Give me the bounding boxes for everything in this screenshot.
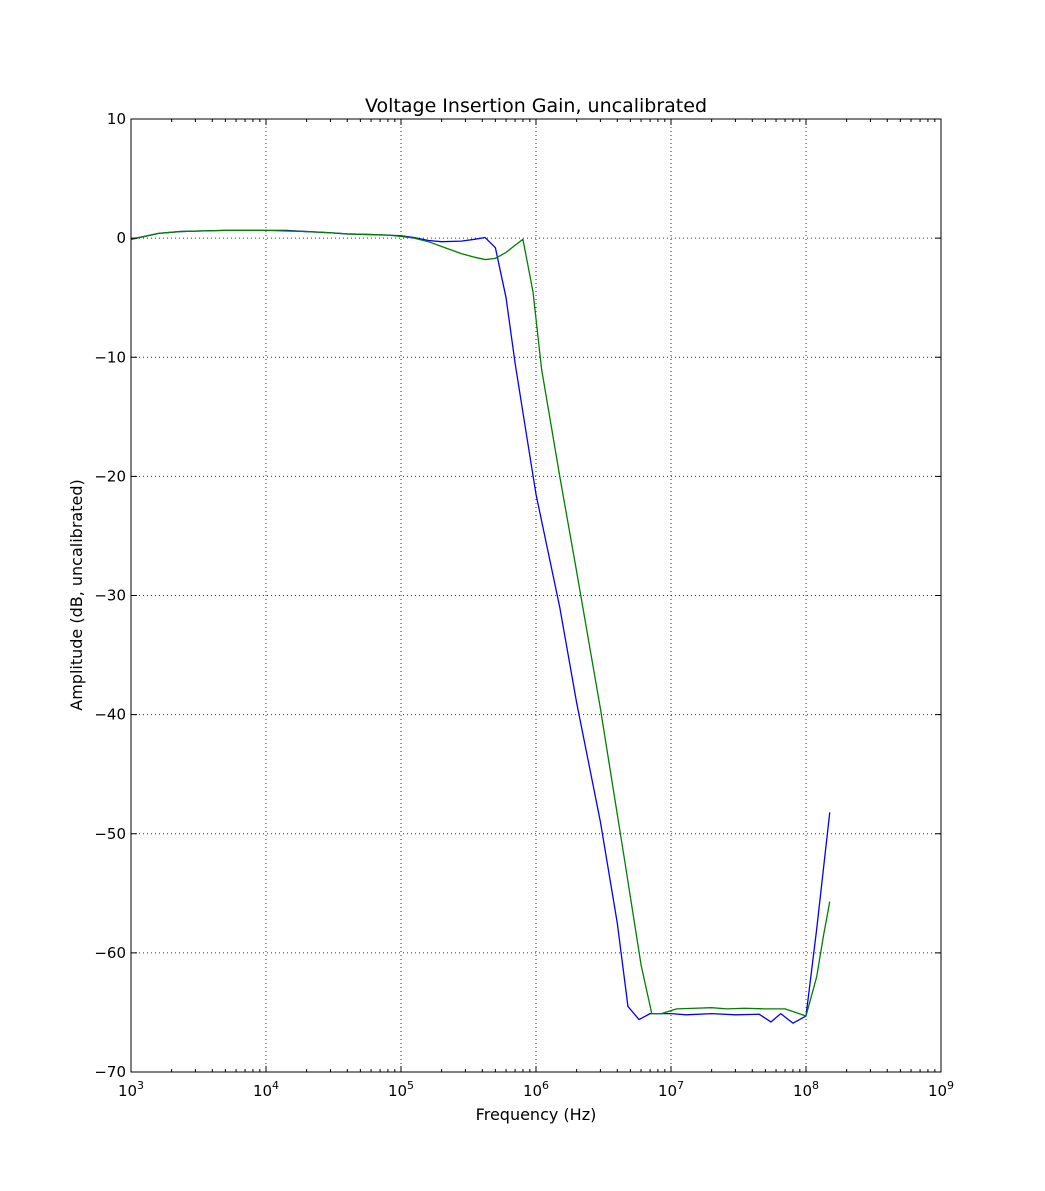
y-tick-label: 10 — [107, 110, 126, 128]
x-tick-label: 107 — [658, 1079, 684, 1100]
y-tick-label: 0 — [116, 229, 126, 247]
x-tick-label: 105 — [388, 1079, 414, 1100]
x-tick-label: 108 — [793, 1079, 819, 1100]
ticks — [130, 118, 942, 1073]
y-tick-label: −10 — [94, 348, 126, 366]
x-tick-label: 104 — [253, 1079, 279, 1100]
y-tick-label: −30 — [94, 587, 126, 605]
grid-lines — [131, 119, 941, 1072]
x-tick-label: 109 — [928, 1079, 954, 1100]
series-line-2 — [130, 229, 831, 1017]
x-tick-label: 106 — [523, 1079, 549, 1100]
x-axis-label: Frequency (Hz) — [476, 1105, 597, 1124]
x-tick-label: 103 — [118, 1079, 144, 1100]
y-tick-label: −70 — [94, 1063, 126, 1081]
series-layer — [130, 229, 831, 1024]
y-tick-label: −40 — [94, 706, 126, 724]
y-tick-label: −50 — [94, 825, 126, 843]
x-tick-labels: 103 104 105 106 107 108 109 — [118, 1079, 954, 1100]
y-tick-labels: 10 0 −10 −20 −30 −40 −50 −60 −70 — [94, 110, 126, 1081]
y-tick-label: −20 — [94, 467, 126, 485]
chart-title: Voltage Insertion Gain, uncalibrated — [365, 95, 707, 117]
y-axis-label: Amplitude (dB, uncalibrated) — [67, 479, 86, 710]
y-tick-label: −60 — [94, 944, 126, 962]
